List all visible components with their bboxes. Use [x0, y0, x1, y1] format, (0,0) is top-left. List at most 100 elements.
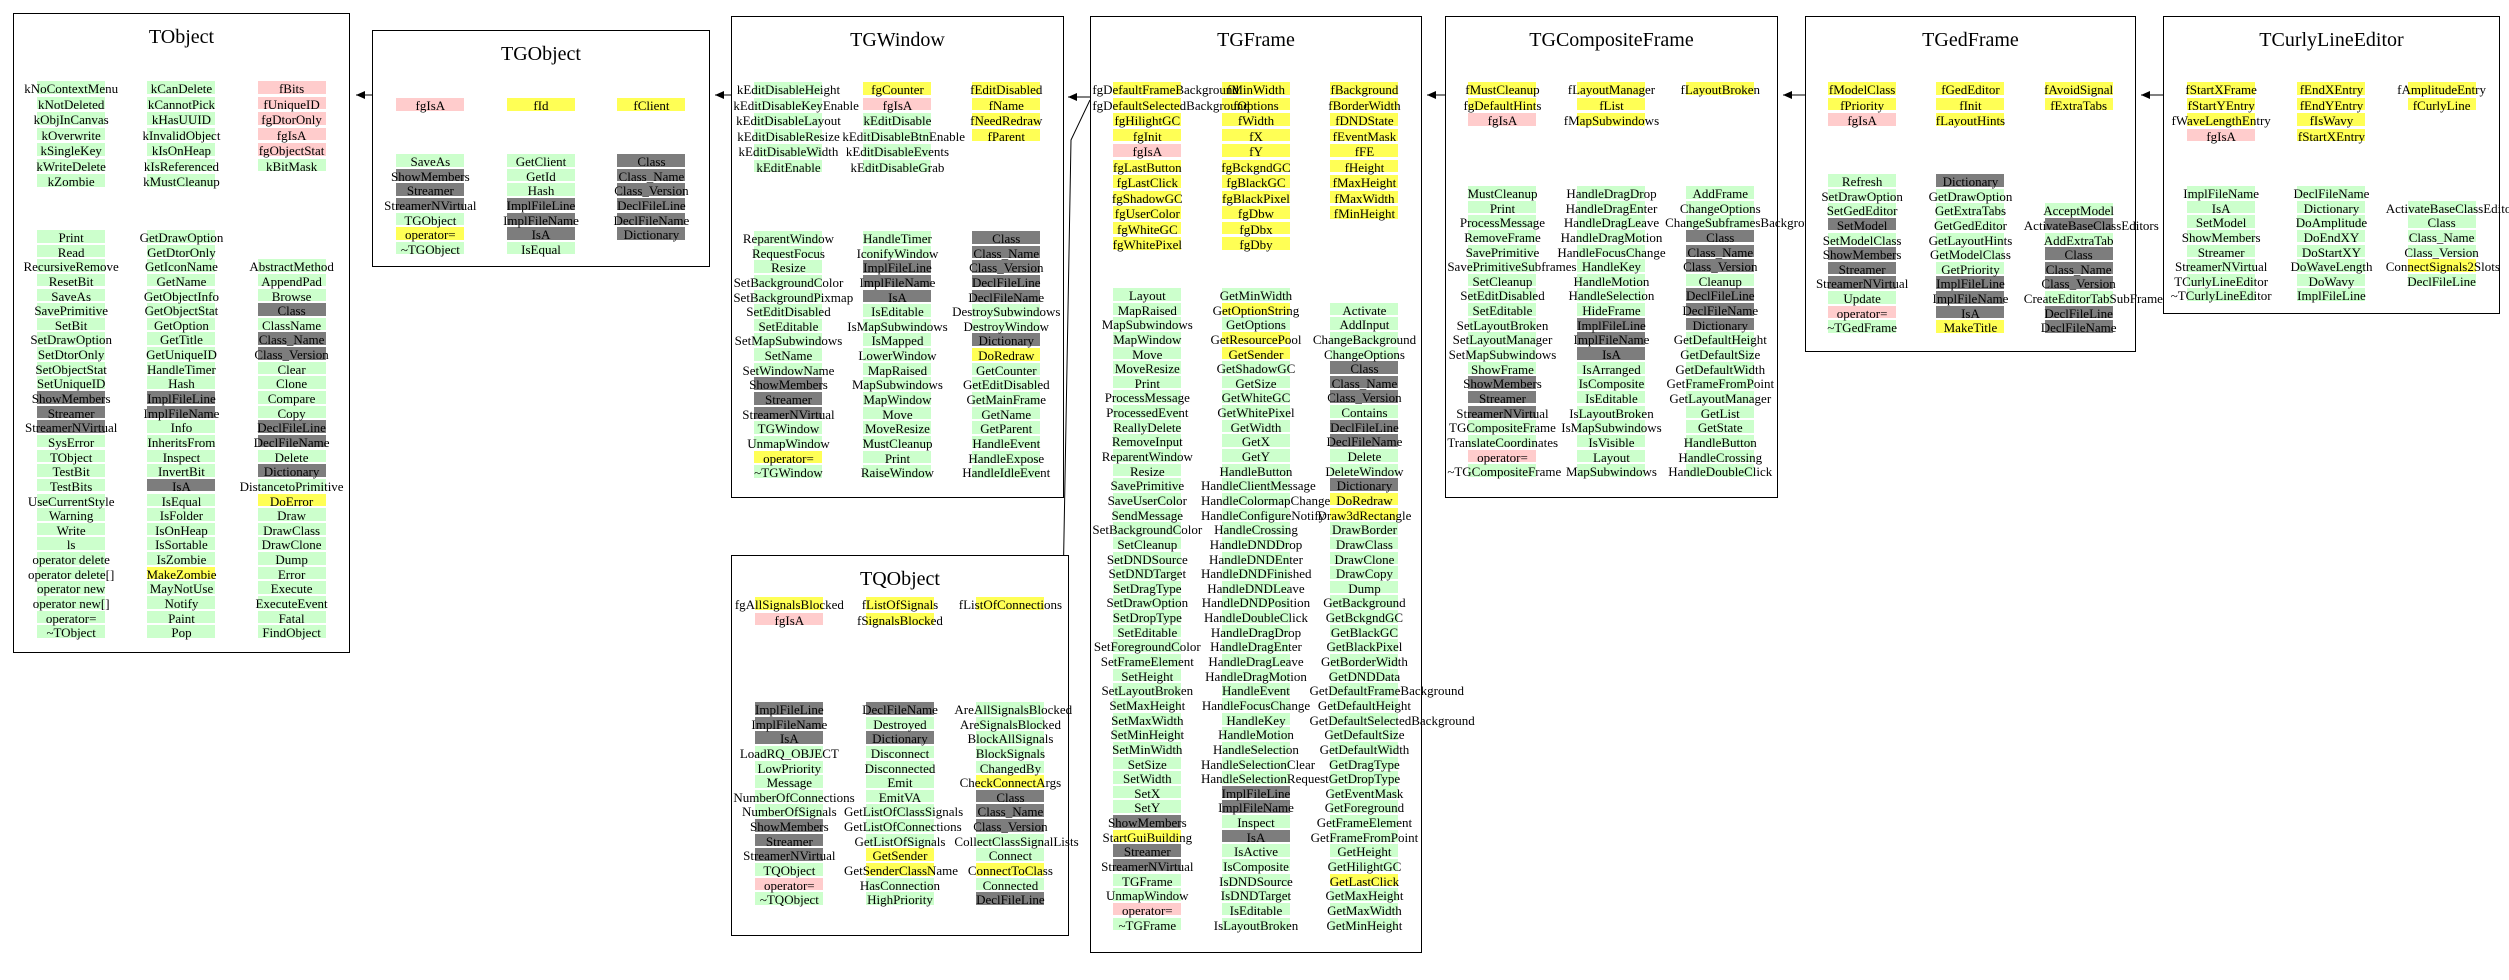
member-item[interactable]: CollectClassSignalLists — [954, 833, 1079, 848]
member-item[interactable]: Clone — [236, 375, 348, 391]
member-item[interactable]: GetFrameElement — [1309, 814, 1419, 830]
member-item[interactable]: ~TObject — [15, 624, 127, 640]
member-item[interactable]: TGCompositeFrame — [1447, 419, 1557, 435]
member-item[interactable]: fNeedRedraw — [951, 112, 1061, 128]
member-item[interactable]: GetBorderWidth — [1309, 653, 1419, 669]
member-item[interactable]: IsEditable — [842, 303, 952, 319]
member-item[interactable]: GetMinHeight — [1309, 917, 1419, 932]
member-item[interactable]: DeclFileLine — [951, 274, 1061, 290]
member-item[interactable]: DistancetoPrimitive — [236, 478, 348, 494]
member-item[interactable]: IsA — [485, 226, 597, 242]
member-item[interactable]: LoadRQ_OBJECT — [733, 745, 845, 761]
member-item[interactable]: kEditDisableBtnEnable — [842, 128, 965, 143]
member-item[interactable]: kEditEnable — [733, 159, 843, 174]
member-item[interactable]: fLayoutHints — [1916, 112, 2026, 128]
member-item[interactable]: GetDNDData — [1309, 668, 1419, 683]
member-item[interactable]: GetOption — [126, 317, 238, 333]
member-item[interactable]: GetBackground — [1309, 594, 1419, 610]
member-item[interactable]: Update — [1807, 290, 1917, 306]
member-item[interactable]: fParent — [951, 128, 1061, 143]
member-item[interactable]: Class_Name — [1665, 244, 1775, 259]
member-item[interactable]: HandleSelection — [1556, 287, 1666, 303]
member-item[interactable]: fUniqueID — [236, 96, 348, 111]
member-item[interactable]: DeclFileLine — [1665, 287, 1775, 303]
member-item[interactable]: operator delete[] — [15, 566, 127, 581]
member-item[interactable]: fgUserColor — [1092, 205, 1202, 221]
member-item[interactable]: kMustCleanup — [126, 173, 238, 189]
member-item[interactable]: GetExtraTabs — [1916, 202, 2026, 218]
member-item[interactable]: SetWidth — [1092, 770, 1202, 786]
member-item[interactable]: ChangedBy — [954, 760, 1066, 775]
member-item[interactable]: Destroyed — [844, 716, 956, 731]
member-item[interactable]: SetModel — [2165, 214, 2277, 230]
member-item[interactable]: Cleanup — [1665, 273, 1775, 289]
member-item[interactable]: IsComposite — [1201, 858, 1311, 874]
member-item[interactable]: DeclFileLine — [236, 419, 348, 435]
member-item[interactable]: ConnectToClass — [954, 862, 1066, 878]
member-item[interactable]: TGFrame — [1092, 873, 1202, 888]
member-item[interactable]: SetDragType — [1092, 580, 1202, 596]
member-item[interactable]: HandleDNDEnter — [1201, 551, 1311, 566]
member-item[interactable]: SetCleanup — [1092, 536, 1202, 552]
member-item[interactable]: IsEditable — [1201, 902, 1311, 918]
member-item[interactable]: Class_Name — [954, 803, 1066, 819]
member-item[interactable]: GetClient — [485, 153, 597, 169]
member-item[interactable]: ImplFileName — [1916, 290, 2026, 306]
member-item[interactable]: DoAmplitude — [2276, 214, 2388, 230]
member-item[interactable]: ChangeOptions — [1665, 200, 1775, 215]
member-item[interactable]: NumberOfConnections — [733, 789, 855, 805]
member-item[interactable]: IsA — [1556, 346, 1666, 362]
member-item[interactable]: GetLayoutHints — [1916, 232, 2026, 247]
member-item[interactable]: SavePrimitive — [1447, 244, 1557, 259]
member-item[interactable]: Disconnected — [844, 760, 956, 775]
member-item[interactable]: GetBlackPixel — [1309, 638, 1419, 654]
member-item[interactable]: operator= — [1807, 305, 1917, 320]
member-item[interactable]: Class_Version — [954, 818, 1066, 834]
member-item[interactable]: NumberOfSignals — [733, 803, 845, 819]
member-item[interactable]: DestroySubwindows — [951, 303, 1061, 319]
member-item[interactable]: Dictionary — [236, 463, 348, 479]
member-item[interactable]: SavePrimitive — [1092, 477, 1202, 493]
member-item[interactable]: fStartYEntry — [2165, 97, 2277, 112]
member-item[interactable]: TestBits — [15, 478, 127, 494]
member-item[interactable]: TCurlyLineEditor — [2165, 273, 2277, 289]
member-item[interactable]: Class_Version — [1309, 389, 1419, 405]
member-item[interactable]: Delete — [236, 449, 348, 464]
member-item[interactable]: GetDefaultHeight — [1309, 697, 1419, 713]
member-item[interactable]: fgDbx — [1201, 221, 1311, 236]
member-item[interactable]: GetModelClass — [1916, 246, 2026, 262]
member-item[interactable]: Class — [1309, 360, 1419, 376]
member-item[interactable]: fEndXEntry — [2276, 81, 2388, 97]
member-item[interactable]: Class — [954, 789, 1066, 805]
member-item[interactable]: Inspect — [126, 449, 238, 464]
member-item[interactable]: IsVisible — [1556, 434, 1666, 450]
member-item[interactable]: GetDtorOnly — [126, 244, 238, 259]
member-item[interactable]: HandleDNDFinished — [1201, 565, 1311, 581]
member-item[interactable]: Draw — [236, 507, 348, 523]
member-item[interactable]: fgWhiteGC — [1092, 221, 1202, 236]
member-item[interactable]: IsEqual — [126, 493, 238, 508]
member-item[interactable]: ActivateBaseClassEditors — [2024, 217, 2159, 233]
member-item[interactable]: DestroyWindow — [951, 318, 1061, 334]
member-item[interactable]: HandleMotion — [1201, 726, 1311, 742]
member-item[interactable]: Print — [1092, 375, 1202, 391]
member-item[interactable]: operator= — [374, 226, 486, 242]
member-item[interactable]: HandleDragDrop — [1201, 624, 1311, 639]
member-item[interactable]: MoveResize — [842, 420, 952, 436]
member-item[interactable]: SetEditable — [1447, 302, 1557, 318]
member-item[interactable]: operator new[] — [15, 595, 127, 611]
member-item[interactable]: IsSortable — [126, 536, 238, 552]
member-item[interactable]: ShowMembers — [1447, 375, 1557, 391]
member-item[interactable]: fgIsA — [236, 127, 348, 142]
member-item[interactable]: HandleDragMotion — [1201, 668, 1311, 683]
member-item[interactable]: kNoContextMenu — [15, 80, 127, 96]
member-item[interactable]: HandleSelectionRequest — [1201, 770, 1329, 786]
member-item[interactable]: DeclFileLine — [595, 197, 707, 213]
member-item[interactable]: SetGedEditor — [1807, 202, 1917, 218]
member-item[interactable]: Dictionary — [1665, 317, 1775, 332]
member-item[interactable]: DoStartXY — [2276, 244, 2388, 259]
member-item[interactable]: kBitMask — [236, 158, 348, 173]
member-item[interactable]: ShowMembers — [733, 376, 843, 392]
member-item[interactable]: StreamerNVirtual — [374, 197, 486, 213]
member-item[interactable]: Activate — [1309, 302, 1419, 317]
